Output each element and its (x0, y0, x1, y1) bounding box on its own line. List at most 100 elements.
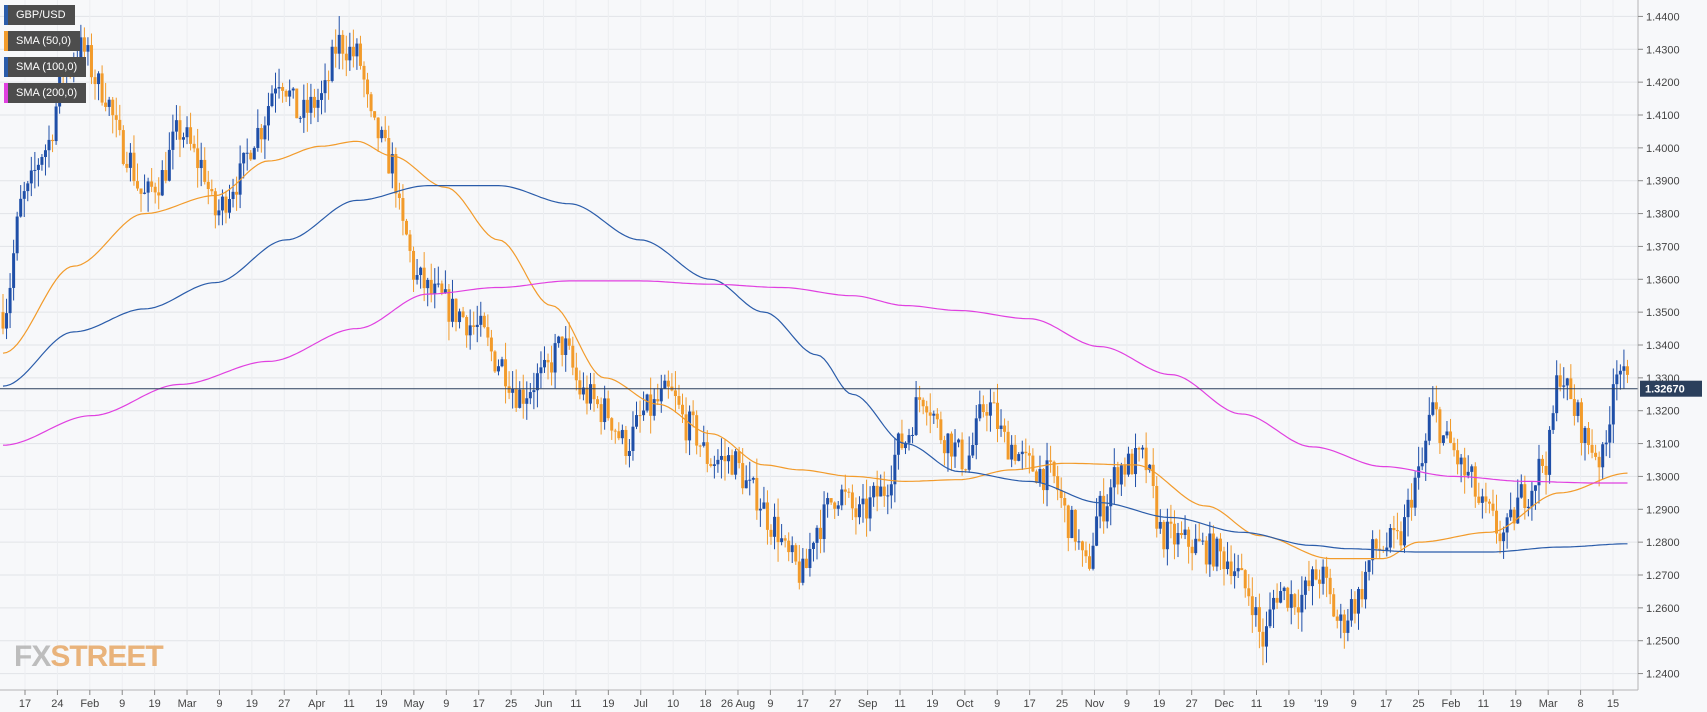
candle-body (978, 404, 982, 419)
candle-body (875, 485, 879, 497)
x-tick-label: Jul (634, 698, 648, 710)
candle-body (302, 99, 306, 118)
x-tick-label: 19 (1153, 698, 1165, 710)
candle-body (1095, 516, 1099, 546)
candle-body (1342, 614, 1346, 633)
candle-body (493, 351, 497, 372)
candle-body (1010, 444, 1014, 460)
y-tick-label: 1.3600 (1646, 274, 1680, 286)
candle-body (1084, 550, 1088, 557)
candle-body (1293, 594, 1297, 608)
candle-body (1349, 599, 1353, 621)
candle-body (1364, 571, 1368, 600)
candle-body (489, 337, 493, 352)
candle-body (79, 37, 83, 61)
candle-body (815, 527, 819, 543)
x-tick-label: 17 (19, 698, 31, 710)
candle-body (1502, 532, 1506, 542)
candle-body (1434, 402, 1438, 410)
candle-body (252, 147, 256, 160)
candle-body (942, 440, 946, 454)
legend-swatch (4, 57, 8, 77)
candle-body (631, 426, 635, 452)
candle-body (235, 191, 239, 195)
candle-body (521, 389, 525, 404)
candle-body (316, 99, 320, 108)
candle-body (511, 388, 515, 393)
candle-body (1310, 569, 1314, 587)
candle-body (1449, 431, 1453, 443)
candle-body (1187, 529, 1191, 547)
candle-body (988, 402, 992, 416)
y-tick-label: 1.3500 (1646, 307, 1680, 319)
candle-body (1420, 463, 1424, 467)
candle-body (26, 183, 30, 192)
candle-body (135, 181, 139, 189)
candle-body (550, 362, 554, 373)
candle-body (479, 315, 483, 325)
candle-body (1424, 440, 1428, 464)
candle-body (1038, 468, 1042, 483)
candle-body (882, 486, 886, 496)
candle-body (1562, 385, 1566, 387)
candle-body (1264, 626, 1268, 647)
candle-body (1318, 579, 1322, 584)
candle-body (1020, 451, 1024, 455)
candle-body (776, 516, 780, 543)
candle-body (284, 90, 288, 97)
candle-body (868, 497, 872, 519)
candle-body (288, 90, 292, 97)
x-tick-label: Sep (858, 698, 878, 710)
candle-body (118, 119, 122, 131)
y-tick-label: 1.4400 (1646, 11, 1680, 23)
candle-body (911, 434, 915, 436)
last-price-label: 1.32670 (1645, 384, 1685, 396)
candle-body (1395, 530, 1399, 532)
candle-body (546, 359, 550, 363)
x-tick-label: 8 (1578, 698, 1584, 710)
candle-body (1112, 467, 1116, 488)
candle-body (228, 198, 232, 213)
candle-body (1509, 509, 1513, 518)
candle-body (150, 181, 154, 187)
x-tick-label: 17 (1024, 698, 1036, 710)
candle-body (684, 414, 688, 441)
candle-body (447, 289, 451, 322)
candle-body (309, 96, 313, 113)
candle-body (82, 37, 86, 52)
candle-body (992, 402, 996, 404)
x-tick-label: 19 (246, 698, 258, 710)
candle-body (603, 398, 607, 423)
candle-body (1484, 496, 1488, 502)
candle-body (40, 157, 44, 165)
legend-label: GBP/USD (16, 9, 66, 21)
y-tick-label: 1.3900 (1646, 176, 1680, 188)
y-tick-label: 1.2600 (1646, 603, 1680, 615)
candle-body (1155, 485, 1159, 529)
candle-body (383, 129, 387, 139)
x-tick-label: Oct (956, 698, 973, 710)
candle-body (801, 558, 805, 583)
candle-body (51, 139, 55, 142)
candle-body (1123, 465, 1127, 475)
candle-body (404, 220, 408, 235)
x-tick-label: 26 Aug (721, 698, 755, 710)
candle-body (1077, 541, 1081, 543)
candle-body (206, 181, 210, 190)
candle-body (588, 384, 592, 404)
candle-body (712, 464, 716, 467)
candle-body (1579, 402, 1583, 443)
x-tick-label: Dec (1214, 698, 1234, 710)
candle-body (1066, 505, 1070, 539)
candle-body (1590, 444, 1594, 453)
candle-body (780, 538, 784, 543)
candle-body (1197, 538, 1201, 542)
candle-body (1622, 366, 1626, 371)
candle-body (1473, 466, 1477, 497)
candle-body (426, 279, 430, 289)
candle-body (408, 234, 412, 251)
x-tick-label: 17 (473, 698, 485, 710)
candle-body (277, 86, 281, 89)
candle-body (394, 154, 398, 194)
candle-body (585, 387, 589, 404)
